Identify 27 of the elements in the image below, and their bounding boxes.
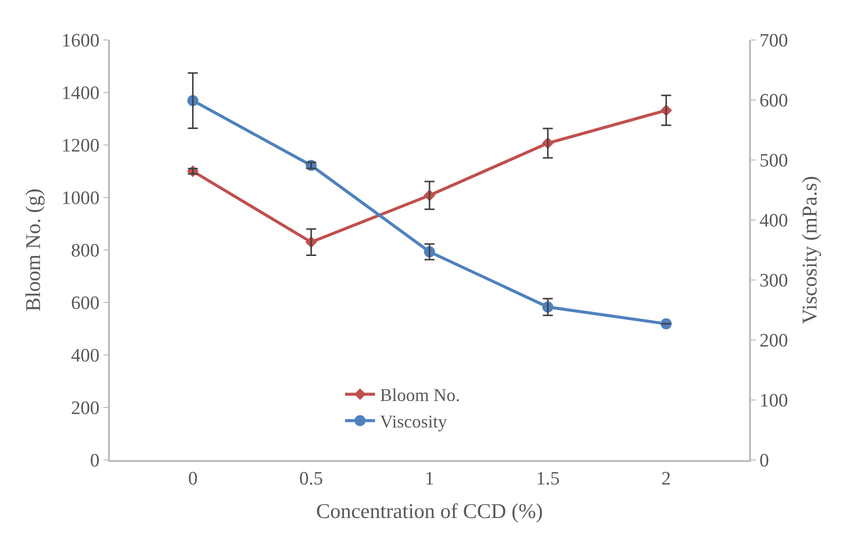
y-tick-label: 1600 — [61, 30, 100, 52]
x-tick-label: 1.5 — [536, 468, 560, 490]
y-tick-label: 0 — [90, 450, 100, 472]
y-tick-label: 200 — [70, 398, 100, 420]
x-tick-label: 2 — [661, 468, 671, 490]
y2-tick-label: 200 — [760, 330, 788, 352]
y-tick-label: 800 — [70, 240, 100, 262]
legend-label: Bloom No. — [380, 385, 460, 406]
y2-tick-label: 100 — [760, 390, 788, 412]
x-tick-label: 1 — [424, 468, 434, 490]
y-tick-label: 1200 — [61, 136, 100, 157]
y2-axis-title: Viscosity (mPa.s) — [798, 176, 822, 324]
x-axis-title: Concentration of CCD (%) — [316, 499, 543, 524]
y-tick-label: 600 — [70, 293, 100, 314]
y2-tick-label: 0 — [760, 450, 770, 472]
y-tick-label: 400 — [70, 346, 100, 367]
x-tick-label: 0.5 — [299, 468, 324, 490]
legend-label: Viscosity — [380, 412, 447, 432]
y2-tick-label: 700 — [760, 30, 788, 52]
y2-tick-label: 300 — [760, 270, 788, 292]
y2-tick-label: 600 — [760, 90, 788, 112]
y2-tick-label: 400 — [760, 210, 788, 232]
y-tick-label: 1000 — [61, 188, 100, 210]
y2-tick-label: 500 — [760, 150, 788, 172]
x-tick-label: 0 — [188, 468, 198, 490]
y-tick-label: 1400 — [61, 83, 100, 104]
y-axis-title: Bloom No. (g) — [21, 188, 46, 312]
